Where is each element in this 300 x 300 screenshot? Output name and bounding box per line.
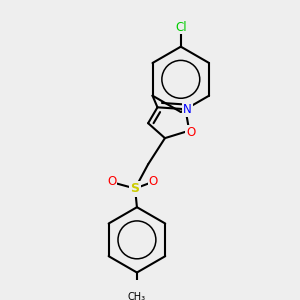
Text: Cl: Cl	[175, 21, 187, 34]
Text: O: O	[107, 175, 116, 188]
Text: CH₃: CH₃	[128, 292, 146, 300]
Text: O: O	[186, 126, 196, 139]
Text: S: S	[130, 182, 140, 195]
Text: N: N	[183, 103, 192, 116]
Text: O: O	[148, 175, 158, 188]
